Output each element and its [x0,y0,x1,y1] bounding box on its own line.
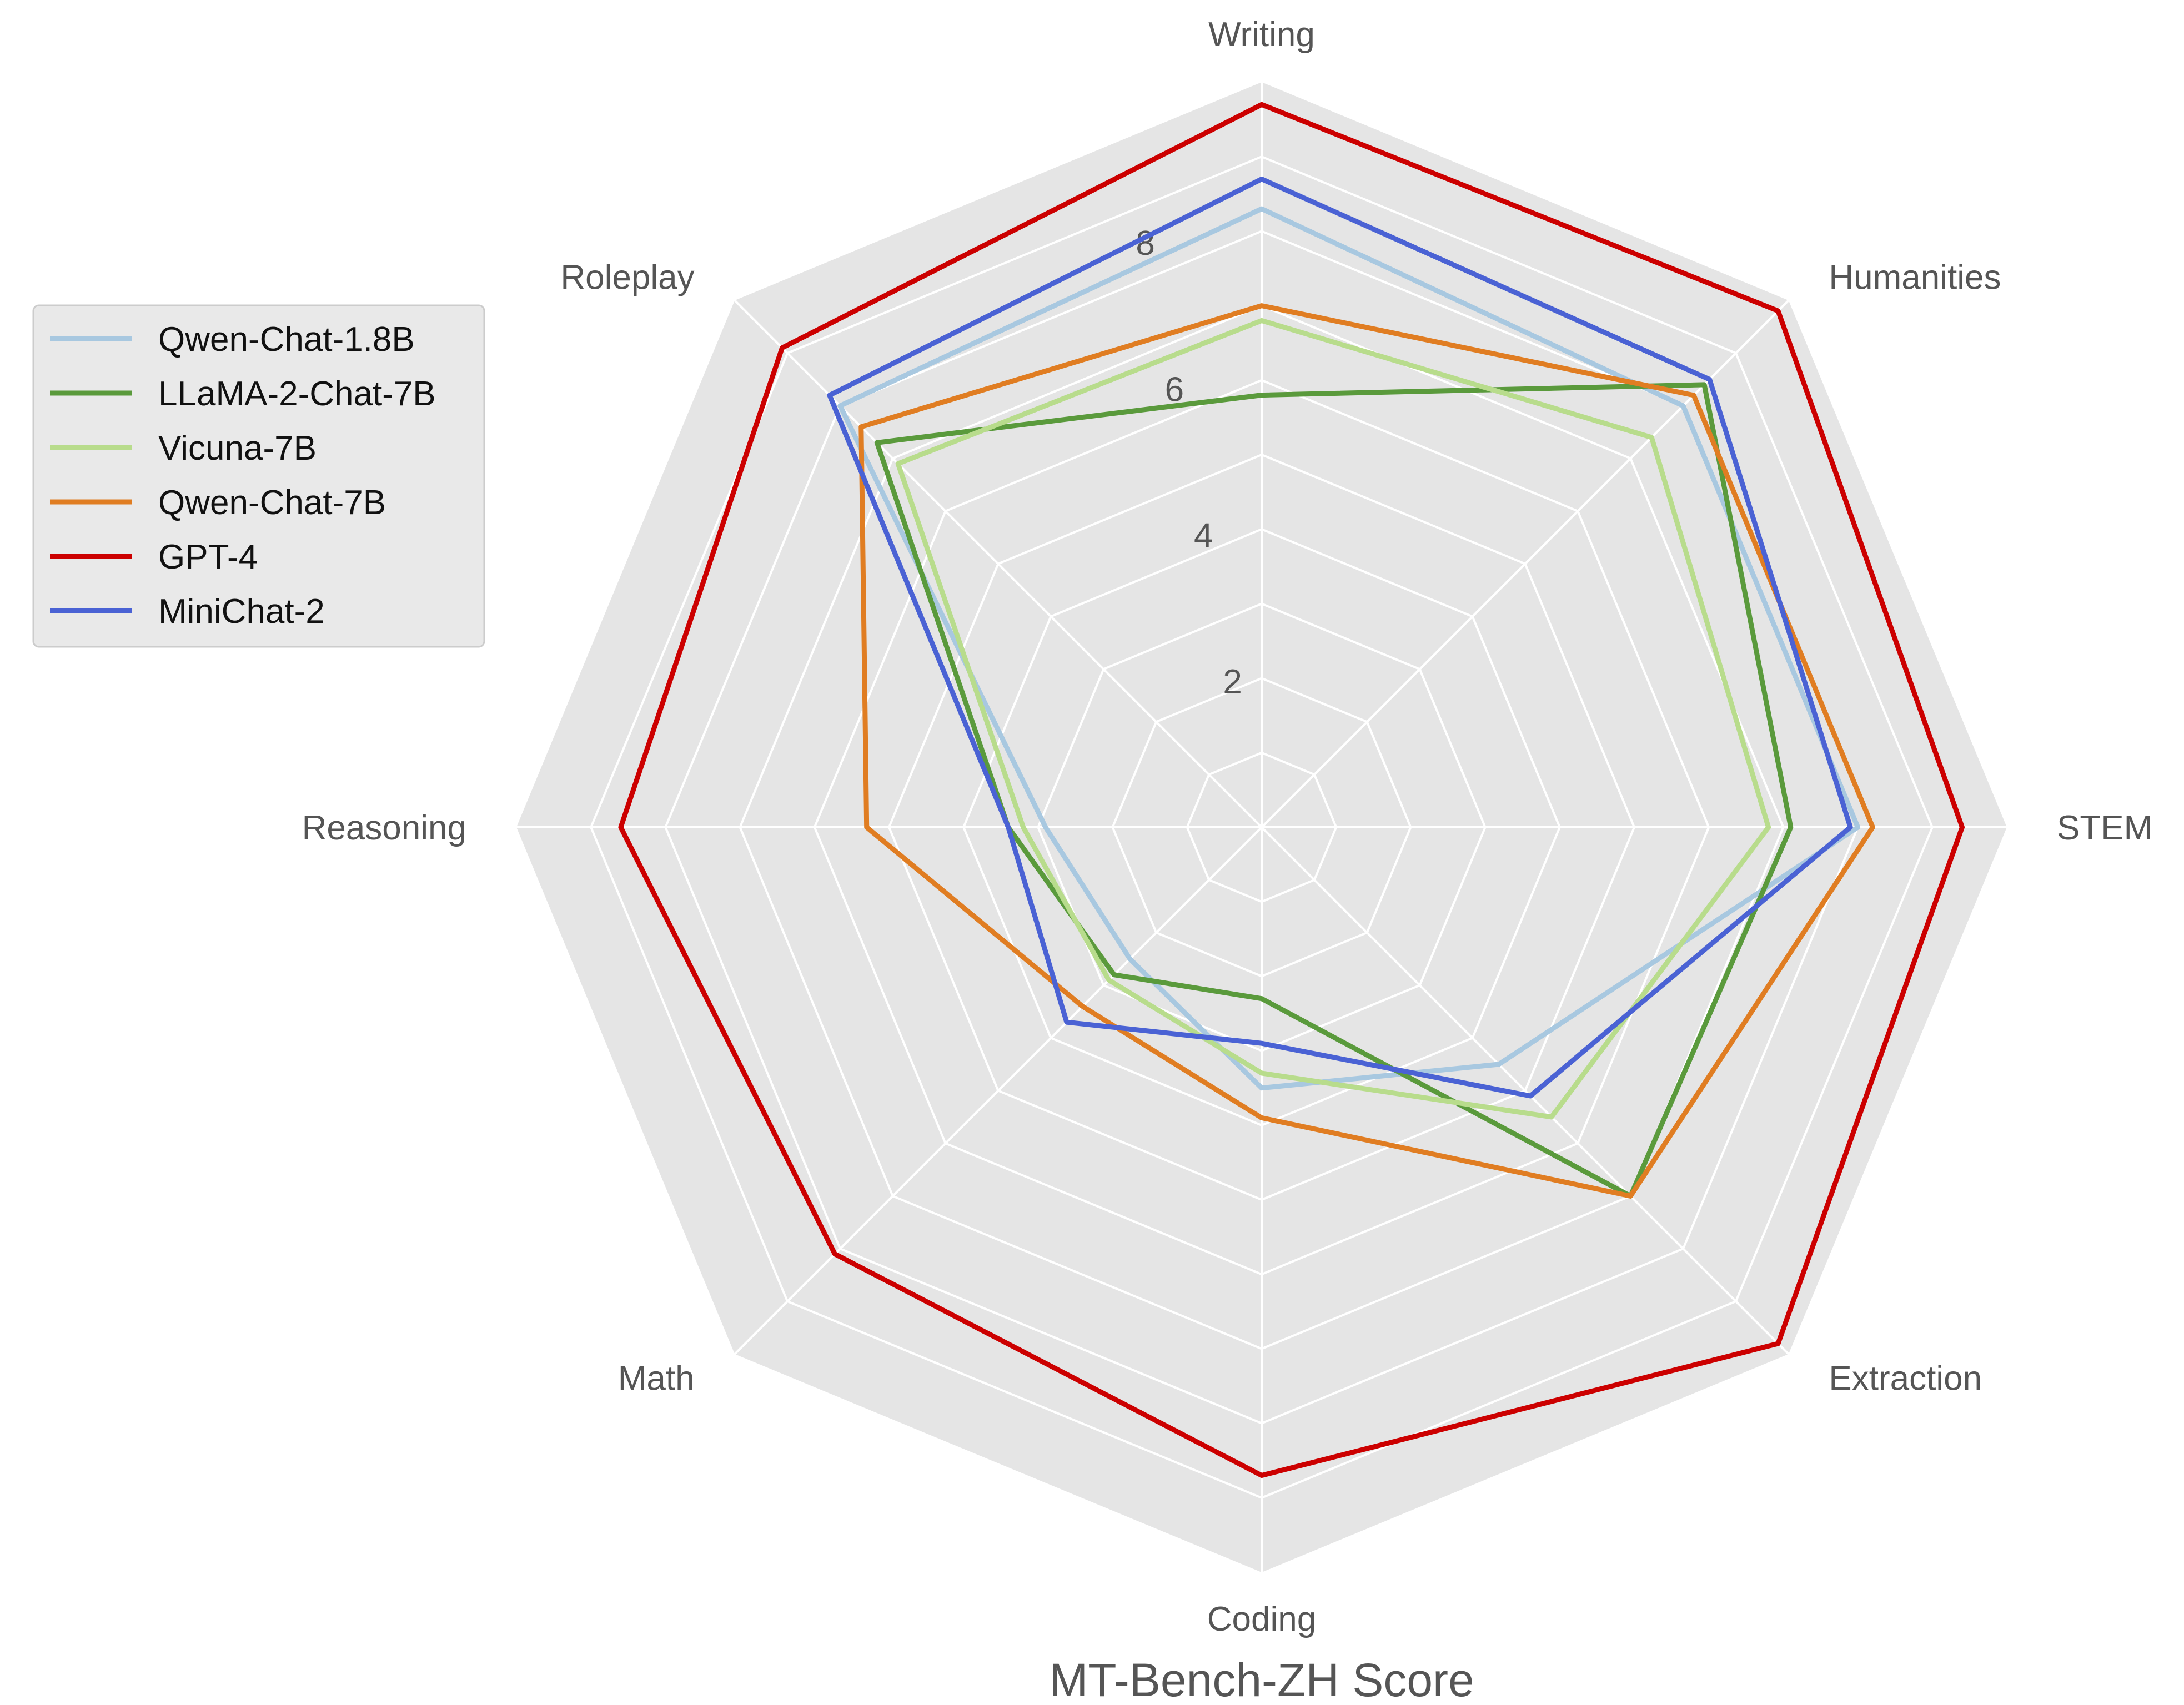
legend-box [32,304,485,648]
axis-label-stem: STEM [2057,809,2152,847]
grid-spoke-extraction [1261,826,1790,1355]
legend-items: Qwen-Chat-1.8B LLaMA-2-Chat-7B Vicuna-7B Qw… [50,320,436,631]
axis-label-writing: Writing [1208,16,1315,54]
radial-tick-8: 8 [1136,224,1154,263]
series-lines [618,102,1965,1478]
series-line-qwen-chat-1-8b [837,206,1861,1091]
legend-label-qwen-chat-7b: Qwen-Chat-7B [158,484,386,522]
axis-labels: Writing Humanities STEM Extraction Coding Mat… [302,16,2153,1638]
radial-tick-labels: 2 4 6 8 [1136,224,1242,701]
radial-tick-6: 6 [1165,370,1184,409]
grid-spoke-roleplay [734,299,1263,828]
series-line-gpt-4 [618,102,1965,1478]
legend-label-minichat-2: MiniChat-2 [158,592,325,631]
legend-label-qwen-chat-1-8b: Qwen-Chat-1.8B [158,320,415,359]
grid-spoke-math [734,826,1263,1355]
axis-label-coding: Coding [1207,1600,1316,1638]
legend: Qwen-Chat-1.8B LLaMA-2-Chat-7B Vicuna-7B Qw… [32,304,485,648]
axis-label-reasoning: Reasoning [302,809,466,847]
legend-label-gpt-4: GPT-4 [158,538,258,576]
series-line-qwen-chat-7b [858,303,1875,1199]
grid-spoke-humanities [1261,299,1790,828]
legend-label-vicuna-7b: Vicuna-7B [158,429,317,467]
radial-tick-2: 2 [1223,663,1242,701]
axis-label-humanities: Humanities [1829,259,2001,297]
x-axis-label: MT-Bench-ZH Score [1049,1654,1474,1705]
axis-label-roleplay: Roleplay [560,259,694,297]
legend-label-llama-2-chat-7b: LLaMA-2-Chat-7B [158,375,436,413]
axis-label-math: Math [618,1359,695,1397]
series-line-llama-2-chat-7b [874,382,1794,1199]
series-line-minichat-2 [827,177,1853,1099]
radial-tick-4: 4 [1194,517,1213,555]
radar-grid [516,82,2007,1572]
series-line-vicuna-7b [895,318,1771,1120]
axis-label-extraction: Extraction [1829,1359,1982,1397]
